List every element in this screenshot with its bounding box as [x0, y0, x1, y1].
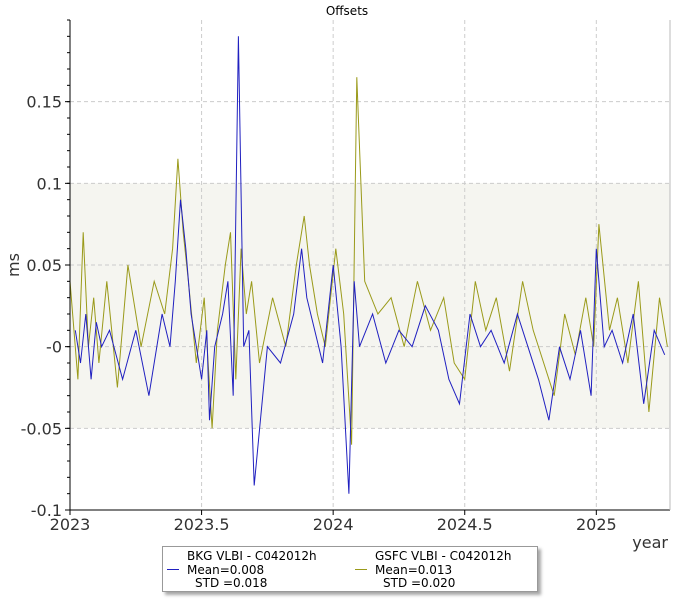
tick-labels: -0.1 -0.05 -0 0.05 0.1 0.15 2023 2023.5 2024 2024…: [21, 93, 617, 534]
x-axis-title: year: [632, 533, 668, 552]
x-tick-label: 2023: [50, 515, 91, 534]
y-tick-label: -0: [46, 338, 62, 357]
y-tick-label: -0.05: [21, 419, 62, 438]
legend-mean: Mean=0.013: [375, 563, 453, 577]
y-tick-label: -0.1: [31, 501, 62, 520]
x-tick-label: 2025: [576, 515, 617, 534]
axes: [65, 19, 671, 515]
legend-swatch-gsfc: [355, 569, 367, 570]
legend-item-bkg: BKG VLBI - C042012h Mean=0.008 STD =0.01…: [163, 549, 343, 590]
series-line-0: [74, 36, 666, 494]
legend-swatch-bkg: [167, 569, 179, 570]
chart-title: Offsets: [326, 4, 368, 18]
y-tick-label: 0.15: [26, 93, 62, 112]
legend: BKG VLBI - C042012h Mean=0.008 STD =0.01…: [162, 546, 538, 592]
y-axis-title: ms: [4, 253, 23, 277]
series-layer: [69, 36, 668, 494]
x-tick-label: 2024.5: [437, 515, 493, 534]
x-tick-label: 2023.5: [174, 515, 230, 534]
legend-std: STD =0.020: [383, 576, 456, 590]
legend-mean: Mean=0.008: [187, 563, 265, 577]
series-line-1: [69, 77, 668, 445]
y-tick-label: 0.1: [37, 174, 62, 193]
y-tick-label: 0.05: [26, 256, 62, 275]
legend-series-name: GSFC VLBI - C042012h: [375, 549, 512, 563]
shaded-band: [70, 183, 670, 429]
legend-series-name: BKG VLBI - C042012h: [187, 549, 317, 563]
legend-item-gsfc: GSFC VLBI - C042012h Mean=0.013 STD =0.0…: [351, 549, 531, 590]
legend-std: STD =0.018: [195, 576, 268, 590]
x-tick-label: 2024: [313, 515, 354, 534]
